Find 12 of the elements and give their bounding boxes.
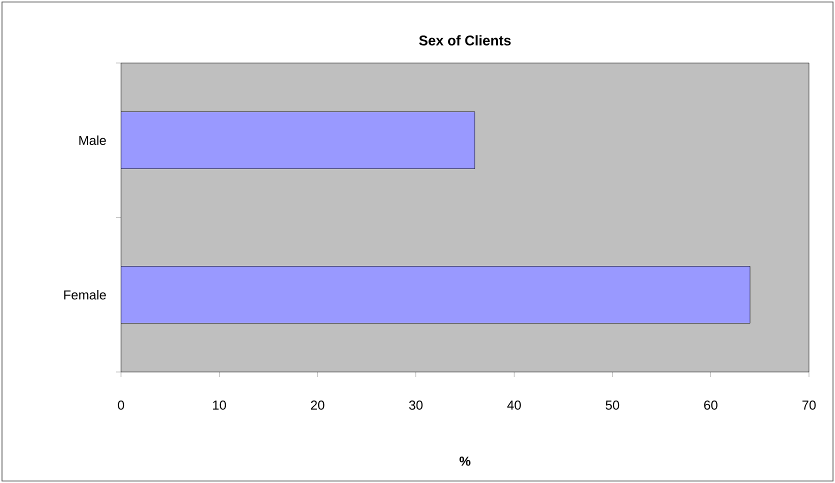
x-tick-label: 70 (802, 400, 816, 410)
x-axis-title: % (460, 456, 470, 466)
y-tick-label: Male (79, 135, 106, 146)
x-tick-label: 30 (409, 400, 423, 410)
x-tick-label: 20 (311, 400, 324, 410)
x-tick-label: 40 (507, 400, 521, 410)
x-tick-label: 50 (606, 400, 620, 410)
chart-title: Sex of Clients (419, 35, 511, 46)
y-tick-label: Female (64, 290, 106, 300)
x-tick-label: 60 (704, 400, 718, 410)
x-tick-label: 10 (213, 400, 226, 410)
x-tick-label: 0 (118, 400, 124, 410)
